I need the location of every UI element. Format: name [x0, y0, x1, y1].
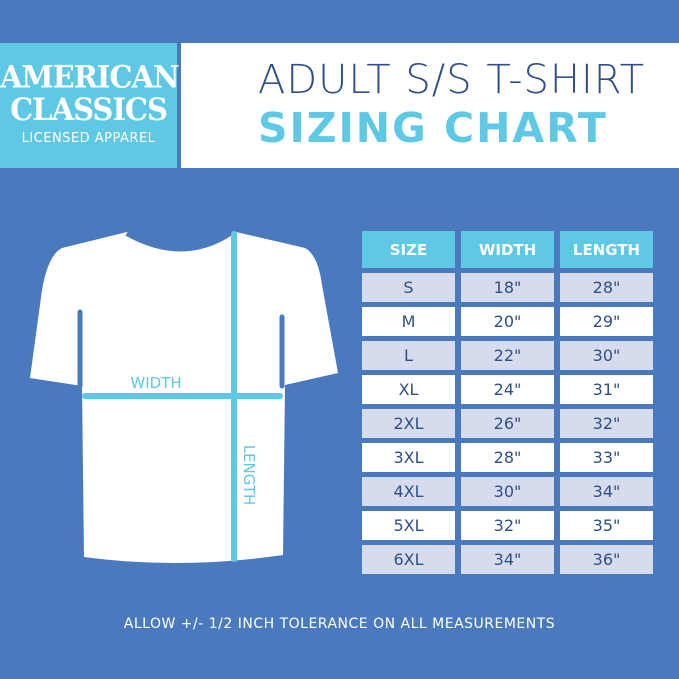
- size-table: SIZE WIDTH LENGTH S 18" 28" M 20" 29" L 22" 30" X…: [356, 226, 659, 579]
- cell-length: 29": [560, 307, 653, 336]
- table-row: 2XL 26" 32": [362, 409, 653, 438]
- cell-size: 5XL: [362, 511, 455, 540]
- cell-size: L: [362, 341, 455, 370]
- header-length: LENGTH: [560, 231, 653, 268]
- cell-length: 28": [560, 273, 653, 302]
- header-size: SIZE: [362, 231, 455, 268]
- length-label: LENGTH: [240, 445, 258, 506]
- logo-subtitle: LICENSED APPAREL: [21, 131, 156, 146]
- cell-width: 22": [461, 341, 554, 370]
- table-row: 6XL 34" 36": [362, 545, 653, 574]
- width-label: WIDTH: [130, 374, 181, 392]
- table-row: S 18" 28": [362, 273, 653, 302]
- cell-length: 31": [560, 375, 653, 404]
- title-box: ADULT S/S T-SHIRT SIZING CHART: [181, 43, 679, 168]
- table-row: L 22" 30": [362, 341, 653, 370]
- cell-size: 3XL: [362, 443, 455, 472]
- brand-logo: AMERICAN CLASSICS LICENSED APPAREL: [0, 43, 179, 168]
- cell-size: XL: [362, 375, 455, 404]
- cell-width: 18": [461, 273, 554, 302]
- table-row: 5XL 32" 35": [362, 511, 653, 540]
- cell-width: 34": [461, 545, 554, 574]
- cell-length: 36": [560, 545, 653, 574]
- cell-width: 20": [461, 307, 554, 336]
- table-row: 4XL 30" 34": [362, 477, 653, 506]
- cell-size: 2XL: [362, 409, 455, 438]
- cell-length: 30": [560, 341, 653, 370]
- cell-length: 33": [560, 443, 653, 472]
- logo-text: AMERICAN CLASSICS: [0, 59, 179, 128]
- cell-width: 30": [461, 477, 554, 506]
- cell-width: 24": [461, 375, 554, 404]
- cell-size: S: [362, 273, 455, 302]
- header-width: WIDTH: [461, 231, 554, 268]
- cell-width: 28": [461, 443, 554, 472]
- cell-width: 32": [461, 511, 554, 540]
- table-row: M 20" 29": [362, 307, 653, 336]
- cell-size: 4XL: [362, 477, 455, 506]
- page-subtitle: SIZING CHART: [258, 104, 608, 152]
- table-row: XL 24" 31": [362, 375, 653, 404]
- collar: [125, 230, 232, 252]
- cell-length: 32": [560, 409, 653, 438]
- cell-size: M: [362, 307, 455, 336]
- table-row: 3XL 28" 33": [362, 443, 653, 472]
- cell-width: 26": [461, 409, 554, 438]
- cell-length: 34": [560, 477, 653, 506]
- tolerance-note: ALLOW +/- 1/2 INCH TOLERANCE ON ALL MEAS…: [123, 616, 556, 632]
- page-title: ADULT S/S T-SHIRT: [258, 57, 646, 103]
- cell-size: 6XL: [362, 545, 455, 574]
- cell-length: 35": [560, 511, 653, 540]
